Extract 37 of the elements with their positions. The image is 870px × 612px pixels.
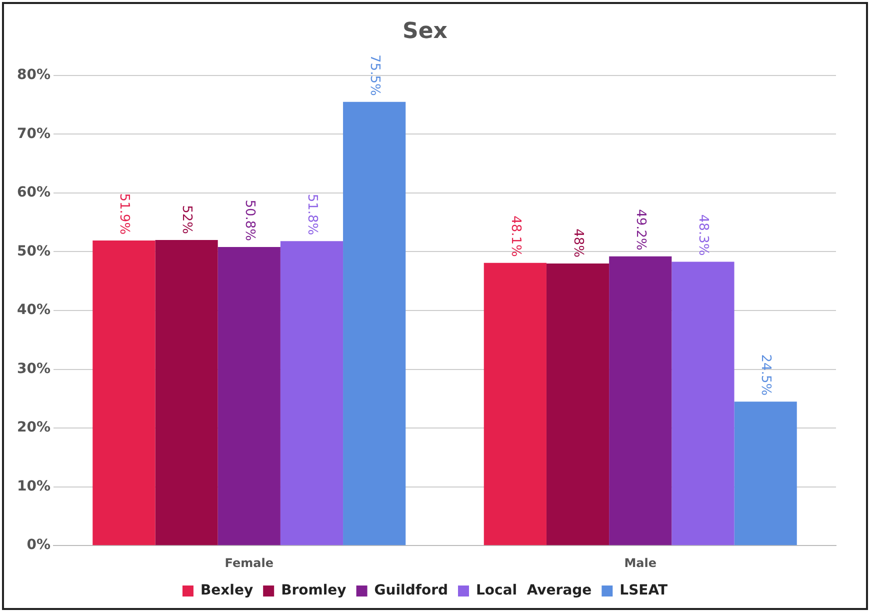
bar [280, 241, 344, 546]
y-tick-label: 40% [16, 302, 51, 318]
bar [92, 240, 156, 546]
bar [218, 247, 280, 546]
legend-label: Bexley [200, 582, 254, 599]
legend-label: LSEAT [620, 582, 668, 599]
x-tick-label: Male [624, 556, 657, 570]
data-label: 48% [570, 228, 586, 258]
bar [343, 102, 406, 546]
legend-label: Local Average [476, 582, 592, 599]
data-label: 50.8% [242, 200, 257, 242]
y-tick-label: 50% [16, 243, 51, 260]
y-tick-label: 30% [16, 360, 51, 377]
chart-title: Sex [402, 18, 448, 44]
data-label: 48.3% [696, 214, 711, 256]
y-tick-label: 20% [16, 420, 51, 436]
x-tick-label: Female [224, 556, 274, 570]
bar [734, 402, 797, 546]
bar [609, 256, 672, 546]
data-label: 52% [179, 205, 194, 234]
data-label: 49.2% [633, 209, 648, 250]
bar [484, 262, 546, 546]
bar [546, 263, 610, 546]
data-label: 75.5% [366, 54, 382, 96]
data-label: 51.8% [304, 194, 320, 236]
legend-label: Guildford [374, 582, 448, 599]
bar [672, 262, 734, 546]
bar [155, 240, 218, 546]
data-label: 51.9% [116, 193, 132, 235]
y-tick-label: 0% [26, 537, 51, 554]
y-tick-label: 70% [16, 126, 51, 142]
y-tick-label: 80% [16, 67, 51, 84]
data-label: 24.5% [758, 354, 774, 396]
legend-label: Bromley [281, 582, 346, 599]
y-tick-label: 10% [16, 478, 51, 494]
y-tick-label: 60% [16, 184, 51, 201]
data-label: 48.1% [508, 216, 523, 257]
